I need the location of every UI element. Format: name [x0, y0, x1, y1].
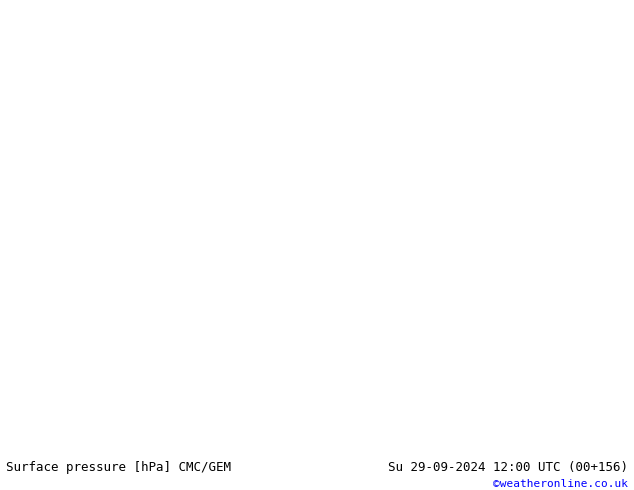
Text: Su 29-09-2024 12:00 UTC (00+156): Su 29-09-2024 12:00 UTC (00+156) — [387, 462, 628, 474]
Text: ©weatheronline.co.uk: ©weatheronline.co.uk — [493, 479, 628, 489]
Text: Surface pressure [hPa] CMC/GEM: Surface pressure [hPa] CMC/GEM — [6, 462, 231, 474]
